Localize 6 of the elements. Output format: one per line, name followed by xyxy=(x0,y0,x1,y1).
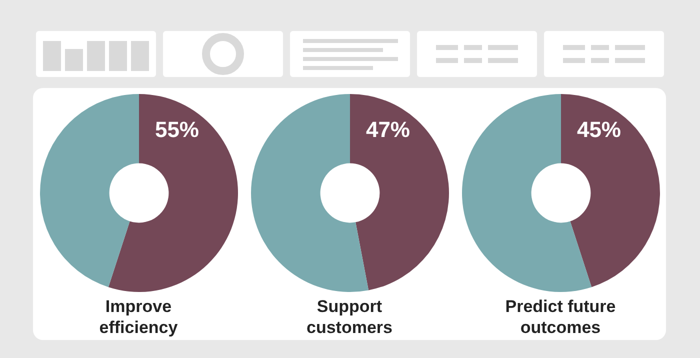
text: Predict future outcomes xyxy=(504,296,617,338)
text: Improve efficiency xyxy=(98,296,179,338)
data-label: 47% xyxy=(365,117,410,142)
data-label: 55% xyxy=(154,117,199,142)
data-label: 45% xyxy=(576,117,621,142)
text: Support customers xyxy=(306,296,394,338)
